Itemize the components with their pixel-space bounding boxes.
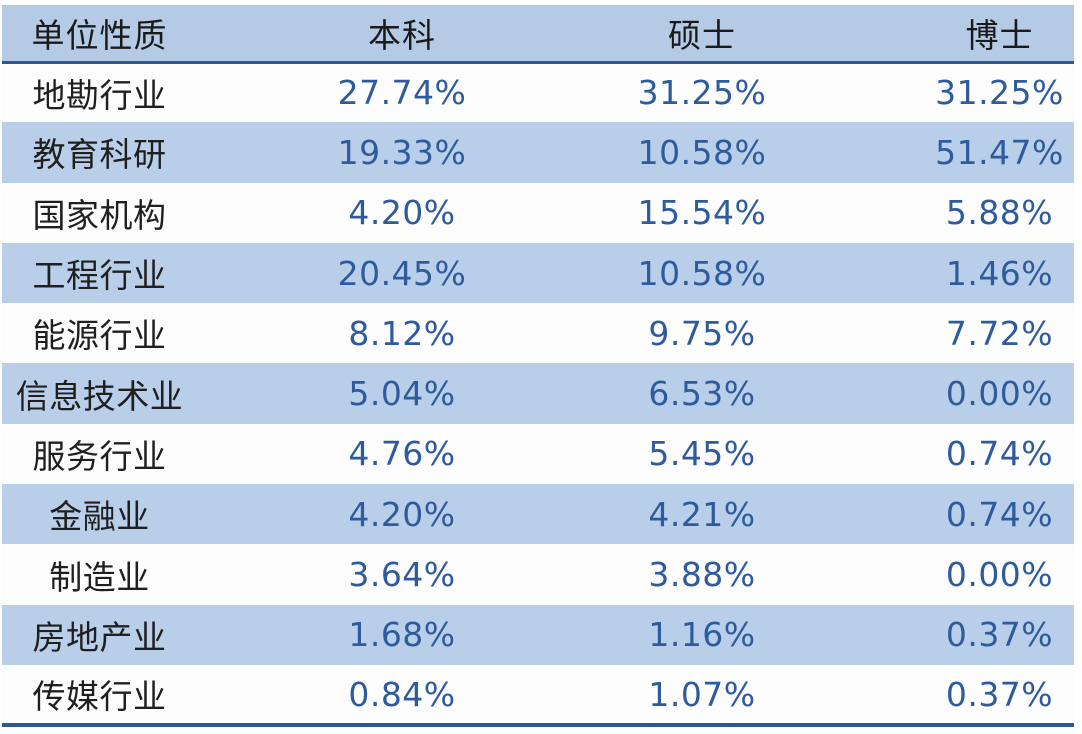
row-label-cell: 服务行业 [32, 436, 167, 476]
value-cell: 0.74% [945, 434, 1054, 474]
row-label-cell: 制造业 [49, 557, 150, 597]
value-cell: 5.88% [945, 193, 1054, 233]
header-cell-bachelor: 本科 [197, 5, 607, 64]
row-label-cell: 国家机构 [32, 195, 167, 235]
value-cell: 7.72% [945, 313, 1054, 353]
table-row: 教育科研 19.33% 10.58% 51.47% [2, 122, 1074, 183]
value-cell: 4.21% [648, 494, 756, 534]
value-cell: 5.45% [648, 434, 756, 474]
table-row: 房地产业 1.68% 1.16% 0.37% [2, 604, 1074, 665]
value-cell: 0.84% [197, 664, 607, 728]
value-cell: 1.07% [607, 664, 797, 728]
value-cell: 1.46% [945, 253, 1054, 293]
value-cell: 1.16% [648, 615, 756, 655]
table-row: 金融业 4.20% 4.21% 0.74% [2, 484, 1074, 545]
value-cell: 31.25% [935, 73, 1064, 113]
table-row: 工程行业 20.45% 10.58% 1.46% [2, 242, 1074, 304]
header-row: 单位性质 本科 硕士 博士 [2, 5, 1074, 64]
row-label-cell: 地勘行业 [32, 75, 167, 115]
value-cell: 4.76% [348, 434, 456, 474]
employment-by-degree-table: 单位性质 本科 硕士 博士 地勘行业 27.74% 31.25% 31.25% … [2, 5, 1074, 728]
value-cell: 5.04% [348, 374, 456, 414]
value-cell: 0.37% [945, 615, 1054, 655]
header-cell-master: 硕士 [607, 5, 797, 64]
table-row: 国家机构 4.20% 15.54% 5.88% [2, 182, 1074, 243]
header-cell-unit-type: 单位性质 [2, 5, 197, 64]
employment-by-degree-table-container: 单位性质 本科 硕士 博士 地勘行业 27.74% 31.25% 31.25% … [2, 5, 1074, 728]
value-cell: 3.64% [348, 555, 456, 595]
value-cell: 3.88% [648, 555, 756, 595]
value-cell: 10.58% [637, 253, 767, 293]
table-row: 服务行业 4.76% 5.45% 0.74% [2, 423, 1074, 485]
row-label-cell: 教育科研 [32, 135, 167, 175]
value-cell: 4.20% [348, 494, 456, 534]
table-body: 地勘行业 27.74% 31.25% 31.25% 教育科研 19.33% 10… [2, 62, 1074, 728]
value-cell: 9.75% [648, 313, 756, 353]
value-cell: 0.00% [945, 374, 1054, 414]
value-cell: 15.54% [637, 193, 767, 233]
value-cell: 6.53% [648, 374, 756, 414]
table-row: 地勘行业 27.74% 31.25% 31.25% [2, 62, 1074, 123]
row-label-cell: 金融业 [49, 497, 150, 537]
value-cell: 1.68% [348, 615, 456, 655]
value-cell: 20.45% [337, 253, 467, 293]
row-label-cell: 房地产业 [32, 617, 167, 657]
table-row: 能源行业 8.12% 9.75% 7.72% [2, 303, 1074, 364]
value-cell: 51.47% [935, 132, 1064, 172]
table-row: 制造业 3.64% 3.88% 0.00% [2, 544, 1074, 605]
row-label-cell: 能源行业 [32, 316, 167, 356]
row-label-cell: 工程行业 [32, 256, 167, 296]
row-label-cell: 信息技术业 [15, 376, 184, 416]
value-cell: 27.74% [337, 73, 467, 113]
value-cell: 10.58% [637, 132, 767, 172]
value-cell: 19.33% [337, 132, 467, 172]
table-row: 信息技术业 5.04% 6.53% 0.00% [2, 363, 1074, 424]
value-cell: 0.74% [945, 494, 1054, 534]
table-header: 单位性质 本科 硕士 博士 [2, 5, 1074, 64]
value-cell: 4.20% [348, 193, 456, 233]
value-cell: 8.12% [348, 313, 456, 353]
row-label-cell: 传媒行业 [2, 664, 197, 728]
value-cell: 0.00% [945, 555, 1054, 595]
value-cell: 0.37% [797, 664, 1074, 728]
header-cell-doctor: 博士 [797, 5, 1074, 64]
table-row: 传媒行业 0.84% 1.07% 0.37% [2, 664, 1074, 728]
value-cell: 31.25% [637, 73, 767, 113]
